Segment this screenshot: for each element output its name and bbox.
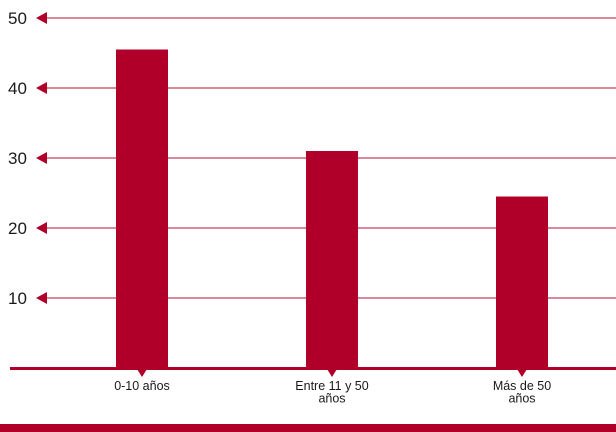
x-category-label: Más de 50 años [493, 379, 551, 406]
bar [496, 196, 548, 368]
y-tick-label: 20 [8, 219, 27, 238]
x-axis-categories: 0-10 años Entre 11 y 50 años Más de 50 años [114, 369, 551, 406]
bars [116, 49, 548, 368]
y-tick-arrow [36, 152, 47, 164]
y-tick-label: 40 [8, 79, 27, 98]
y-tick-arrow [36, 292, 47, 304]
y-tick-arrow [36, 12, 47, 24]
y-tick-label: 10 [8, 289, 27, 308]
x-category-label: Entre 11 y 50 años [295, 379, 368, 406]
x-tick-marker [517, 369, 527, 377]
y-tick-arrow [36, 222, 47, 234]
y-tick-label: 30 [8, 149, 27, 168]
y-axis-ticks: 10 20 30 40 50 [8, 9, 47, 308]
x-tick-marker [327, 369, 337, 377]
y-tick-label: 50 [8, 9, 27, 28]
x-tick-marker [137, 369, 147, 377]
y-tick-arrow [36, 82, 47, 94]
bar [306, 151, 358, 368]
footer-band [0, 424, 616, 432]
bar [116, 49, 168, 368]
x-category-label: 0-10 años [114, 379, 170, 393]
